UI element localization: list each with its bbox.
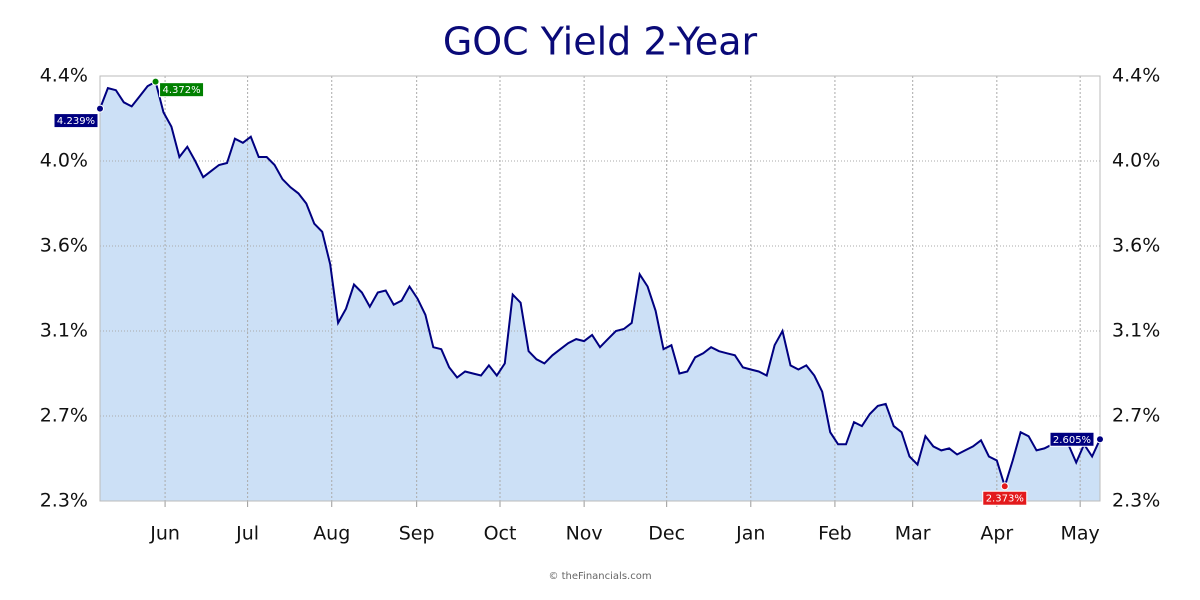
- y2-tick-label: 3.1%: [1112, 320, 1160, 342]
- y-tick-label: 3.1%: [40, 320, 88, 342]
- x-tick-label: Jun: [149, 523, 180, 545]
- y2-tick-label: 4.0%: [1112, 150, 1160, 172]
- chart-title: GOC Yield 2-Year: [443, 20, 758, 64]
- y-tick-label: 2.7%: [40, 405, 88, 427]
- callout-dot: [1000, 482, 1009, 491]
- x-tick-label: May: [1061, 523, 1100, 545]
- y2-tick-label: 4.4%: [1112, 65, 1160, 87]
- x-tick-label: Sep: [399, 523, 435, 545]
- y-tick-label: 3.6%: [40, 235, 88, 257]
- callout-box: [1049, 431, 1095, 447]
- callout-dot: [96, 104, 104, 113]
- callout-label: 2.605%: [1053, 435, 1091, 446]
- y-tick-label: 4.4%: [40, 65, 88, 87]
- x-tick-label: Jul: [235, 523, 259, 545]
- callout-label: 2.373%: [986, 494, 1024, 505]
- callout-label: 4.372%: [162, 85, 200, 96]
- callout-label: 4.239%: [57, 116, 95, 127]
- y-tick-label: 4.0%: [40, 150, 88, 172]
- y-tick-label: 2.3%: [40, 490, 88, 512]
- x-tick-label: Aug: [313, 523, 350, 545]
- y2-tick-label: 2.7%: [1112, 405, 1160, 427]
- plot-border: [99, 75, 1101, 502]
- x-tick-label: Apr: [980, 523, 1013, 545]
- x-tick-label: Dec: [648, 523, 685, 545]
- callout-dot: [1096, 435, 1104, 444]
- callout-box: [53, 113, 99, 129]
- y2-tick-label: 3.6%: [1112, 235, 1160, 257]
- footer: © theFinancials.com: [548, 571, 651, 582]
- callout-dot: [151, 77, 160, 86]
- area-fill: [100, 81, 1100, 501]
- x-tick-label: Nov: [566, 523, 603, 545]
- callout-box: [982, 490, 1028, 506]
- x-tick-label: Jan: [735, 523, 765, 545]
- x-tick-label: Oct: [484, 523, 517, 545]
- x-tick-label: Feb: [818, 523, 852, 545]
- callout-box: [159, 82, 205, 98]
- line: [99, 80, 1101, 490]
- y2-tick-label: 2.3%: [1112, 490, 1160, 512]
- x-tick-label: Mar: [895, 523, 931, 545]
